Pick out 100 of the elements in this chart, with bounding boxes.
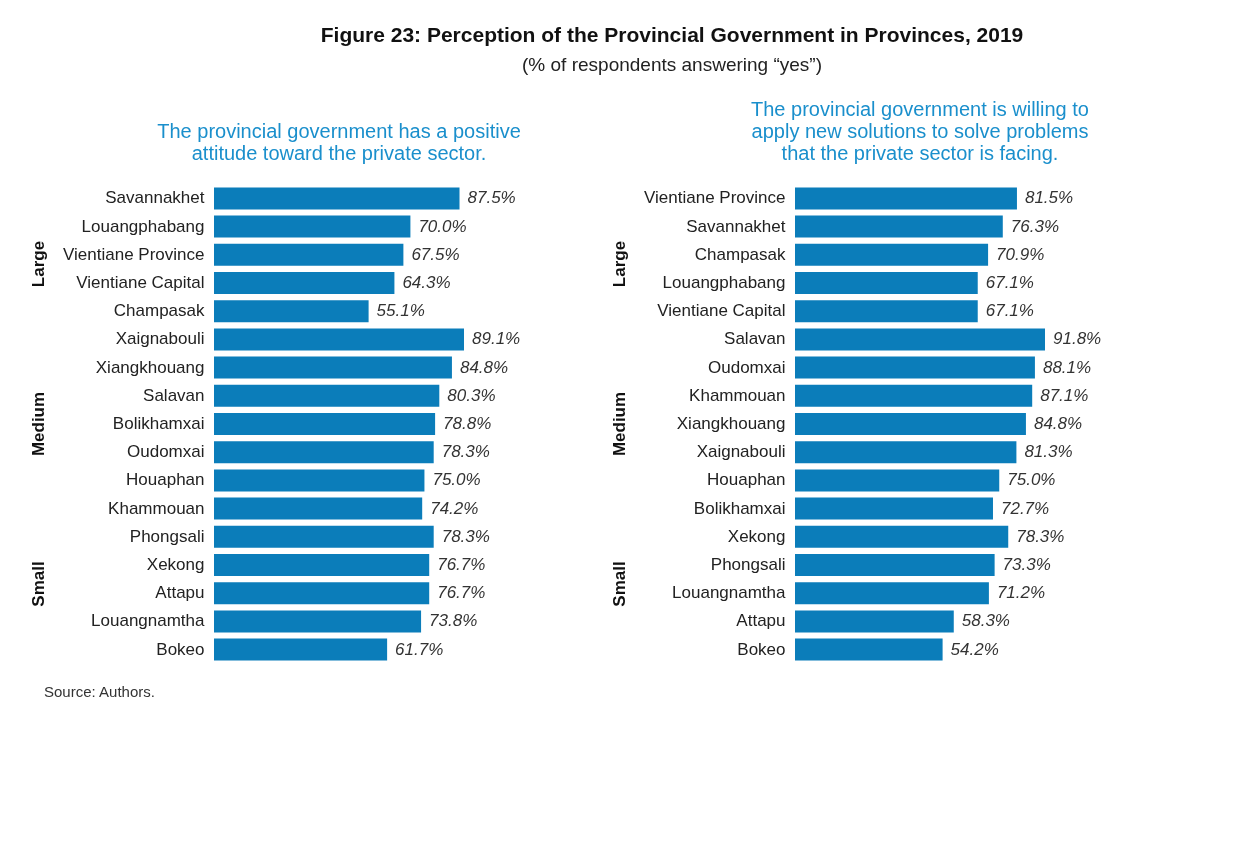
data-label: 76.3% bbox=[1010, 216, 1059, 236]
data-label: 54.2% bbox=[950, 639, 999, 659]
data-label: 75.0% bbox=[432, 470, 481, 490]
data-label: 87.1% bbox=[1040, 385, 1089, 405]
data-label: 58.3% bbox=[961, 611, 1010, 631]
data-label: 76.7% bbox=[437, 555, 486, 575]
y-tick-label: Savannakhet bbox=[686, 216, 786, 236]
text: Large bbox=[29, 240, 48, 288]
bar bbox=[795, 469, 1000, 492]
y-tick-label: Louangphabang bbox=[662, 272, 786, 292]
bar bbox=[214, 469, 425, 492]
bar bbox=[214, 582, 430, 605]
data-label: 78.3% bbox=[1016, 526, 1065, 546]
bar bbox=[795, 243, 989, 266]
bar bbox=[795, 554, 995, 577]
data-label: 84.8% bbox=[459, 357, 509, 377]
data-label: 70.0% bbox=[418, 216, 467, 236]
text: Medium bbox=[610, 391, 629, 457]
bar bbox=[795, 356, 1035, 379]
y-tick-label: Phongsali bbox=[710, 555, 786, 575]
y-tick-label: Vientiane Province bbox=[63, 244, 205, 264]
data-label: 87.5% bbox=[467, 188, 516, 208]
y-tick-label: Vientiane Capital bbox=[657, 301, 786, 321]
text: Medium bbox=[29, 391, 48, 457]
y-tick-label: Oudomxai bbox=[127, 442, 205, 462]
bar bbox=[795, 497, 993, 520]
bar bbox=[795, 215, 1003, 238]
data-label: 73.8% bbox=[429, 611, 478, 631]
bar bbox=[795, 300, 978, 323]
y-tick-label: Louangphabang bbox=[81, 216, 205, 236]
bar bbox=[795, 187, 1017, 210]
y-tick-label: Vientiane Capital bbox=[76, 272, 205, 292]
text: Small bbox=[29, 561, 48, 607]
y-tick-label: Attapu bbox=[736, 611, 786, 631]
bar bbox=[214, 610, 422, 633]
data-label: 78.3% bbox=[441, 442, 490, 462]
data-label: 81.5% bbox=[1024, 188, 1074, 208]
data-label: 67.1% bbox=[985, 301, 1034, 321]
y-tick-label: Oudomxai bbox=[708, 357, 786, 377]
text: Figure 23: Perception of the Provincial Government in Provinces, 2019 bbox=[320, 23, 1024, 46]
data-label: 84.8% bbox=[1033, 414, 1083, 433]
y-tick-label: Xekong bbox=[146, 555, 205, 575]
y-tick-label: Bolikhamxai bbox=[693, 498, 786, 518]
data-label: 88.1% bbox=[1042, 357, 1092, 377]
y-tick-label: Houaphan bbox=[126, 470, 205, 490]
bar bbox=[214, 638, 388, 661]
bar bbox=[214, 413, 436, 435]
y-tick-label: Khammouan bbox=[108, 498, 205, 518]
bar bbox=[214, 554, 430, 577]
chart-title: The provincial government has a positive attitude toward the private sector. bbox=[157, 120, 521, 164]
bar bbox=[214, 441, 434, 464]
text: (% of respondents answering “yes”) bbox=[522, 54, 822, 75]
chart-title: The provincial government is willing to apply new solutions to solve problems that the private sector is facing. bbox=[751, 98, 1089, 164]
bar bbox=[214, 243, 404, 266]
y-tick-label: Bolikhamxai bbox=[112, 414, 205, 433]
y-tick-label: Xiangkhouang bbox=[676, 414, 786, 433]
data-label: 73.3% bbox=[1002, 555, 1051, 575]
source-note: Source: Authors. bbox=[44, 683, 155, 700]
text: Small bbox=[610, 561, 629, 607]
y-tick-label: Xekong bbox=[727, 526, 786, 546]
bar bbox=[214, 356, 452, 379]
y-tick-label: Xaignabouli bbox=[696, 442, 786, 462]
bar bbox=[214, 271, 395, 294]
bar bbox=[214, 215, 411, 238]
data-label: 80.3% bbox=[447, 385, 496, 405]
data-label: 72.7% bbox=[1000, 498, 1050, 518]
y-tick-label: Khammouan bbox=[689, 385, 786, 405]
bar bbox=[214, 300, 369, 323]
y-tick-label: Houaphan bbox=[707, 470, 786, 490]
data-label: 71.2% bbox=[996, 583, 1046, 603]
y-tick-label: Champasak bbox=[113, 301, 205, 321]
bar bbox=[795, 384, 1033, 407]
y-tick-label: Bokeo bbox=[156, 639, 205, 659]
y-tick-label: Attapu bbox=[155, 583, 205, 603]
bar bbox=[214, 497, 423, 520]
bar bbox=[795, 271, 978, 294]
data-label: 81.3% bbox=[1024, 442, 1073, 462]
y-tick-label: Louangnamtha bbox=[91, 611, 206, 631]
data-label: 64.3% bbox=[402, 272, 451, 292]
bar bbox=[795, 525, 1009, 548]
y-tick-label: Phongsali bbox=[129, 526, 205, 546]
y-tick-label: Vientiane Province bbox=[644, 188, 786, 208]
data-label: 67.5% bbox=[411, 244, 460, 264]
data-label: 78.8% bbox=[443, 414, 492, 433]
bar bbox=[214, 384, 440, 407]
bar bbox=[795, 328, 1045, 351]
data-label: 78.3% bbox=[441, 526, 490, 546]
data-label: 89.1% bbox=[472, 329, 521, 349]
data-label: 70.9% bbox=[996, 244, 1045, 264]
y-tick-label: Xaignabouli bbox=[115, 329, 205, 349]
y-tick-label: Salavan bbox=[724, 329, 786, 349]
y-tick-label: Salavan bbox=[143, 385, 205, 405]
text: Large bbox=[610, 240, 629, 288]
bar bbox=[795, 610, 954, 633]
data-label: 61.7% bbox=[395, 639, 444, 659]
bar bbox=[795, 441, 1017, 464]
bar bbox=[795, 638, 943, 661]
bar bbox=[214, 328, 464, 351]
data-label: 76.7% bbox=[437, 583, 486, 603]
data-label: 74.2% bbox=[430, 498, 479, 518]
